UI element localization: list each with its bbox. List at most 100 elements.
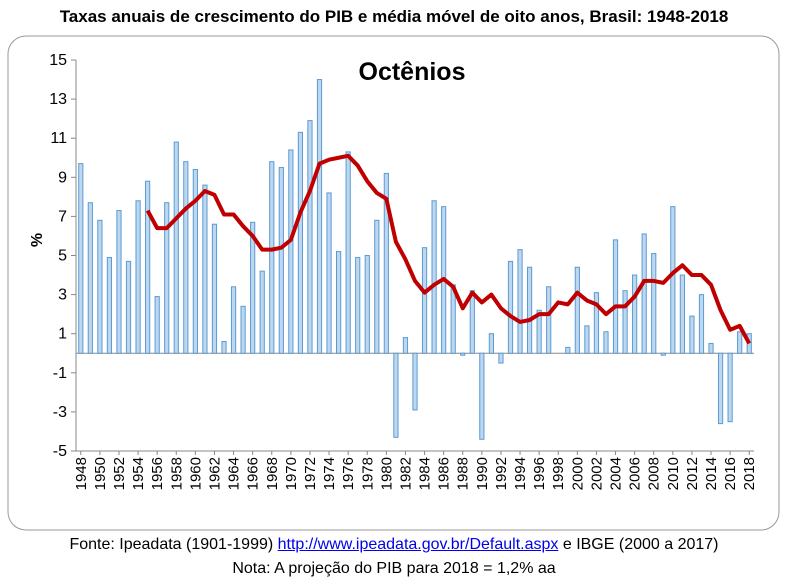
chart: Taxas anuais de crescimento do PIB e méd… — [7, 7, 780, 531]
bar — [250, 221, 256, 354]
bar — [603, 331, 609, 354]
bar — [288, 149, 294, 354]
x-tick-label: 1958 — [168, 457, 185, 490]
chart-title: Taxas anuais de crescimento do PIB e méd… — [60, 7, 729, 26]
bar — [269, 161, 275, 354]
chart-frame — [7, 35, 780, 531]
source-suffix: e IBGE (2000 a 2017) — [562, 536, 719, 553]
chart-subtitle: Octênios — [359, 58, 466, 86]
bar — [202, 184, 208, 354]
x-tick-label: 1974 — [321, 457, 338, 490]
y-tick-label: -5 — [53, 443, 67, 460]
x-tick-label: 1994 — [512, 457, 529, 490]
bar — [221, 341, 227, 354]
bar — [737, 331, 743, 354]
bar — [278, 167, 284, 354]
x-tick-label: 2010 — [665, 457, 682, 490]
bar — [364, 255, 370, 354]
y-tick-label: 13 — [49, 91, 67, 108]
bar — [402, 337, 409, 354]
source-prefix: Fonte: Ipeadata (1901-1999) — [69, 536, 274, 553]
x-tick-label: 1954 — [130, 457, 147, 490]
bar — [574, 266, 580, 354]
y-tick-label: 15 — [49, 52, 67, 69]
x-tick-label: 2014 — [703, 457, 720, 490]
source: Fonte: Ipeadata (1901-1999) http://www.i… — [0, 536, 788, 554]
bar — [412, 352, 418, 411]
x-tick-label: 1964 — [226, 457, 243, 490]
bar — [316, 79, 323, 354]
x-tick-label: 1966 — [245, 457, 262, 490]
x-tick-label: 1972 — [302, 457, 319, 490]
note: Nota: A projeção do PIB para 2018 = 1,2%… — [232, 560, 556, 577]
bar — [297, 131, 304, 354]
bar — [450, 284, 456, 354]
bar — [87, 202, 93, 354]
bar — [651, 253, 657, 354]
bar — [612, 239, 619, 354]
bar — [469, 290, 475, 354]
x-tick-label: 1998 — [550, 457, 567, 490]
bar — [355, 256, 361, 354]
bar — [78, 163, 84, 354]
bar — [326, 192, 332, 354]
x-tick-label: 2012 — [684, 457, 701, 490]
x-tick-label: 1988 — [455, 457, 472, 490]
x-tick-label: 1978 — [359, 457, 376, 490]
bar — [507, 260, 514, 354]
x-tick-label: 1948 — [73, 457, 90, 490]
bar — [374, 219, 380, 354]
bar — [536, 309, 542, 354]
y-tick-label: -1 — [53, 365, 67, 382]
x-tick-label: 1956 — [149, 457, 166, 490]
y-tick-label: -3 — [53, 404, 67, 421]
bar — [708, 342, 714, 354]
bar — [584, 325, 590, 354]
bar — [641, 233, 647, 354]
bar — [145, 180, 151, 354]
y-tick-label: 3 — [58, 287, 67, 304]
y-tick-label: 1 — [58, 326, 67, 343]
bar — [717, 352, 724, 425]
x-tick-label: 2006 — [627, 457, 644, 490]
y-tick-label: 7 — [58, 208, 67, 225]
x-tick-label: 1992 — [493, 457, 510, 490]
bar — [488, 333, 494, 354]
y-axis-label: % — [29, 233, 46, 247]
bar — [336, 251, 342, 354]
bar — [660, 352, 666, 356]
bar — [698, 294, 705, 354]
bar — [565, 346, 571, 354]
x-tick-label: 2018 — [741, 457, 758, 490]
x-tick-label: 1950 — [92, 457, 109, 490]
bar — [116, 210, 122, 354]
bar — [479, 352, 485, 440]
x-tick-label: 1968 — [264, 457, 281, 490]
x-tick-label: 1976 — [340, 457, 357, 490]
x-tick-label: 1982 — [397, 457, 414, 490]
x-tick-label: 1960 — [187, 457, 204, 490]
bar — [546, 286, 552, 354]
bar — [173, 141, 179, 354]
y-tick-label: 11 — [50, 130, 67, 147]
x-tick-label: 1996 — [531, 457, 548, 490]
bar — [97, 219, 103, 354]
bar — [632, 274, 638, 354]
bar — [689, 315, 695, 354]
bar — [230, 286, 237, 354]
x-tick-label: 1984 — [417, 457, 434, 490]
bar — [383, 172, 389, 354]
x-tick-label: 2002 — [588, 457, 605, 490]
x-tick-label: 1980 — [378, 457, 395, 490]
x-tick-label: 1970 — [283, 457, 300, 490]
source-link[interactable]: http://www.ipeadata.gov.br/Default.aspx — [277, 536, 559, 553]
x-tick-label: 2004 — [608, 457, 625, 490]
bar — [183, 161, 189, 354]
bar — [211, 223, 218, 354]
x-tick-label: 2016 — [722, 457, 739, 490]
x-tick-label: 2000 — [569, 457, 586, 490]
bar — [393, 352, 399, 438]
bar — [345, 151, 351, 354]
